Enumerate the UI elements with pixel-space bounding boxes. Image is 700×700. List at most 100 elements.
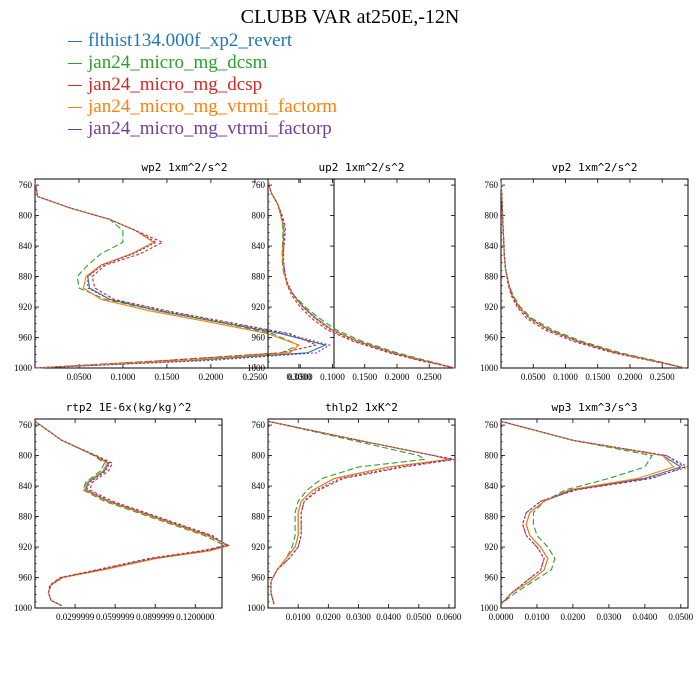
y-tick-label: 920 bbox=[252, 542, 266, 552]
y-tick-label: 1000 bbox=[480, 603, 499, 613]
series-line bbox=[500, 181, 685, 369]
series-line bbox=[267, 181, 456, 369]
series-line bbox=[34, 420, 231, 607]
panel-title: rtp2 1E-6x(kg/kg)^2 bbox=[66, 401, 192, 414]
panel: up2 1xm^2/s^2 760 800 840 880 920 960 1000 0.050… bbox=[247, 161, 456, 382]
y-tick-label: 880 bbox=[19, 272, 33, 282]
y-tick-label: 960 bbox=[19, 333, 33, 343]
plot-frame bbox=[34, 418, 223, 609]
series-line bbox=[500, 181, 685, 369]
series-line bbox=[267, 420, 450, 605]
legend-label: jan24_micro_mg_vtrmi_factorp bbox=[88, 118, 332, 139]
panel-title: up2 1xm^2/s^2 bbox=[318, 161, 404, 174]
y-tick-label: 1000 bbox=[14, 603, 33, 613]
series-line bbox=[34, 420, 227, 607]
x-tick-label: 0.2500 bbox=[417, 372, 442, 382]
series-line bbox=[500, 420, 690, 605]
x-tick-label: 0.0500 bbox=[288, 372, 313, 382]
panel-title: wp3 1xm^3/s^3 bbox=[551, 401, 637, 414]
y-tick-label: 760 bbox=[485, 180, 499, 190]
series-line bbox=[267, 181, 456, 369]
y-tick-label: 760 bbox=[252, 180, 266, 190]
y-tick-label: 960 bbox=[252, 333, 266, 343]
x-tick-label: 0.0200 bbox=[316, 612, 341, 622]
x-tick-label: 0.1000 bbox=[320, 372, 345, 382]
x-tick-label: 0.0500 bbox=[668, 612, 693, 622]
panel: wp3 1xm^3/s^3 760 800 840 880 920 960 10000.000… bbox=[480, 401, 694, 622]
plot-frame bbox=[267, 178, 456, 369]
series-line bbox=[34, 181, 319, 369]
x-tick-label: 0.2500 bbox=[650, 372, 675, 382]
series-line bbox=[500, 420, 686, 605]
y-tick-label: 880 bbox=[252, 512, 266, 522]
series-line bbox=[267, 181, 456, 369]
x-tick-label: 0.0000 bbox=[489, 612, 514, 622]
y-tick-label: 840 bbox=[252, 481, 266, 491]
legend-label: jan24_micro_mg_vtrmi_factorm bbox=[88, 96, 338, 117]
legend-item: jan24_micro_mg_vtrmi_factorm bbox=[68, 96, 337, 118]
x-tick-label: 0.0500 bbox=[67, 372, 92, 382]
chart-title: CLUBB VAR at250E,-12N bbox=[240, 6, 460, 28]
legend-line bbox=[68, 85, 82, 87]
x-tick-label: 0.2000 bbox=[385, 372, 410, 382]
series-line bbox=[500, 181, 685, 369]
y-tick-label: 960 bbox=[252, 573, 266, 583]
x-tick-label: 0.1500 bbox=[155, 372, 180, 382]
legend-item: jan24_micro_mg_vtrmi_factorp bbox=[68, 118, 337, 140]
series-line bbox=[267, 420, 453, 605]
series-line bbox=[34, 420, 228, 607]
x-tick-label: 0.0100 bbox=[286, 612, 311, 622]
y-tick-label: 1000 bbox=[247, 363, 266, 373]
y-tick-label: 840 bbox=[485, 481, 499, 491]
legend-item: jan24_micro_mg_dcsm bbox=[68, 52, 337, 74]
y-tick-label: 760 bbox=[485, 420, 499, 430]
panel-title: wp2 1xm^2/s^2 bbox=[141, 161, 227, 174]
panel-title: thlp2 1xK^2 bbox=[325, 401, 398, 414]
x-tick-label: 0.0400 bbox=[632, 612, 657, 622]
x-tick-label: 0.0300 bbox=[597, 612, 622, 622]
x-tick-label: 0.0299999 bbox=[56, 612, 95, 622]
legend: flthist134.000f_xp2_revert jan24_micro_m… bbox=[68, 30, 337, 140]
x-tick-label: 0.0500 bbox=[406, 612, 431, 622]
y-tick-label: 880 bbox=[485, 272, 499, 282]
panel: thlp2 1xK^2 760 800 840 880 920 960 1000 0.0100 0… bbox=[247, 401, 462, 622]
series-line bbox=[34, 420, 231, 607]
plot-frame bbox=[267, 418, 456, 609]
x-tick-label: 0.1000 bbox=[553, 372, 578, 382]
x-tick-label: 0.0100 bbox=[525, 612, 550, 622]
y-tick-label: 960 bbox=[19, 573, 33, 583]
legend-line bbox=[68, 107, 82, 109]
series-line bbox=[500, 420, 683, 605]
y-tick-label: 1000 bbox=[14, 363, 33, 373]
legend-line bbox=[68, 63, 82, 65]
y-tick-label: 800 bbox=[252, 451, 266, 461]
y-tick-label: 800 bbox=[485, 451, 499, 461]
y-tick-label: 800 bbox=[19, 451, 33, 461]
y-tick-label: 800 bbox=[19, 211, 33, 221]
x-tick-label: 0.0500 bbox=[521, 372, 546, 382]
x-tick-label: 0.1200000 bbox=[176, 612, 215, 622]
series-line bbox=[267, 420, 456, 605]
y-tick-label: 760 bbox=[19, 180, 33, 190]
y-tick-label: 840 bbox=[19, 481, 33, 491]
x-tick-label: 0.0899999 bbox=[136, 612, 175, 622]
legend-line bbox=[68, 41, 82, 43]
x-tick-label: 0.3000 bbox=[286, 372, 311, 382]
legend-item: flthist134.000f_xp2_revert bbox=[68, 30, 337, 52]
panel: vp2 1xm^2/s^2 760 800 840 880 920 960 1000 0.050… bbox=[480, 161, 689, 382]
series-line bbox=[34, 181, 332, 369]
series-line bbox=[500, 420, 675, 605]
y-tick-label: 1000 bbox=[480, 363, 499, 373]
y-tick-label: 920 bbox=[252, 302, 266, 312]
x-tick-label: 0.2000 bbox=[199, 372, 224, 382]
x-tick-label: 0.0400 bbox=[376, 612, 401, 622]
y-tick-label: 880 bbox=[485, 512, 499, 522]
x-tick-label: 0.0600 bbox=[437, 612, 462, 622]
y-tick-label: 800 bbox=[485, 211, 499, 221]
x-tick-label: 0.1500 bbox=[585, 372, 610, 382]
y-tick-label: 880 bbox=[19, 512, 33, 522]
panel: wp2 1xm^2/s^2 760 800 840 880 920 960 1000 0.050… bbox=[14, 161, 335, 382]
x-tick-label: 0.0599999 bbox=[96, 612, 135, 622]
panel: rtp2 1E-6x(kg/kg)^2 760 800 840 880 920 960 100… bbox=[14, 401, 231, 622]
